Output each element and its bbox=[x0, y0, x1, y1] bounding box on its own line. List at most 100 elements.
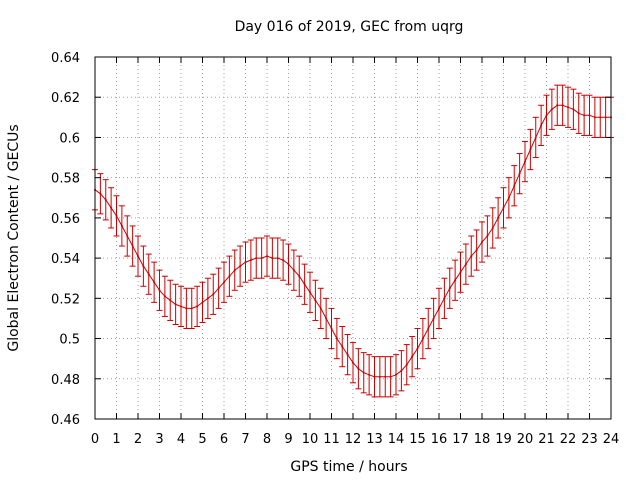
x-tick-label: 6 bbox=[220, 432, 228, 447]
x-axis-label: GPS time / hours bbox=[290, 459, 407, 475]
data-point bbox=[292, 269, 295, 272]
data-point bbox=[266, 255, 268, 258]
data-point bbox=[497, 216, 500, 219]
error-bar bbox=[479, 221, 485, 263]
x-tick-label: 24 bbox=[603, 432, 620, 447]
error-bar bbox=[505, 177, 512, 219]
error-bar bbox=[457, 251, 464, 293]
data-point bbox=[561, 104, 564, 107]
x-axis-ticks: 0 1 2 3 4 5 6 7 8 9 10 11 12 13 14 15 16 17 18 19 20 21 22 23 24 bbox=[91, 57, 619, 447]
data-point bbox=[567, 106, 569, 109]
data-point bbox=[126, 234, 129, 237]
data-point bbox=[298, 275, 301, 278]
x-tick-label: 7 bbox=[241, 432, 249, 447]
data-point bbox=[405, 363, 408, 366]
data-point bbox=[142, 265, 145, 268]
error-bar bbox=[317, 287, 324, 329]
error-bar bbox=[366, 354, 373, 396]
data-point bbox=[115, 214, 118, 217]
data-point bbox=[378, 375, 381, 378]
error-bar bbox=[113, 195, 120, 237]
error-bar bbox=[328, 307, 335, 350]
error-bar bbox=[538, 104, 545, 146]
data-point bbox=[443, 297, 446, 300]
error-bar bbox=[118, 205, 125, 247]
error-bar bbox=[172, 283, 179, 325]
error-bar bbox=[527, 128, 534, 171]
x-tick-label: 3 bbox=[155, 432, 163, 447]
data-point bbox=[196, 305, 199, 308]
error-bar bbox=[221, 261, 227, 303]
y-tick-label: 0.62 bbox=[51, 91, 80, 106]
error-bar bbox=[339, 325, 346, 368]
error-bar bbox=[591, 96, 598, 138]
error-bar bbox=[371, 356, 378, 398]
data-point bbox=[416, 347, 419, 350]
data-point bbox=[309, 291, 311, 294]
error-bar bbox=[145, 253, 152, 295]
data-point bbox=[491, 226, 494, 229]
y-tick-label: 0.52 bbox=[51, 292, 80, 307]
error-bar bbox=[430, 297, 437, 340]
error-bar bbox=[312, 279, 319, 321]
x-tick-label: 9 bbox=[284, 432, 292, 447]
y-tick-label: 0.58 bbox=[51, 172, 80, 187]
error-bar bbox=[231, 249, 238, 291]
data-point bbox=[389, 375, 392, 378]
data-point bbox=[421, 337, 424, 340]
data-point bbox=[357, 367, 360, 370]
data-point bbox=[319, 307, 322, 310]
chart-title: Day 016 of 2019, GEC from uqrg bbox=[235, 19, 464, 35]
data-point bbox=[233, 269, 236, 272]
data-point bbox=[190, 307, 193, 310]
error-bar bbox=[360, 352, 367, 394]
error-bar bbox=[484, 215, 491, 257]
data-point bbox=[174, 303, 177, 306]
data-point bbox=[588, 114, 591, 117]
error-bar bbox=[296, 255, 303, 297]
error-bar bbox=[124, 215, 131, 257]
x-tick-label: 18 bbox=[474, 432, 491, 447]
error-bar bbox=[500, 187, 507, 229]
error-bar bbox=[188, 287, 195, 329]
data-point bbox=[341, 345, 344, 348]
data-point bbox=[368, 373, 371, 376]
error-bar bbox=[258, 237, 265, 279]
error-bar bbox=[586, 94, 593, 136]
data-point bbox=[529, 148, 532, 151]
data-point bbox=[502, 206, 505, 209]
data-point bbox=[507, 196, 510, 199]
error-bar bbox=[495, 197, 502, 239]
data-point bbox=[411, 355, 414, 358]
data-point bbox=[432, 317, 435, 320]
x-tick-label: 13 bbox=[366, 432, 383, 447]
x-tick-label: 12 bbox=[345, 432, 362, 447]
data-point bbox=[153, 281, 156, 284]
data-point bbox=[271, 257, 274, 260]
error-bar bbox=[161, 275, 168, 317]
data-point bbox=[303, 283, 306, 286]
data-point bbox=[513, 184, 516, 187]
data-point bbox=[185, 307, 188, 310]
x-tick-label: 22 bbox=[560, 432, 577, 447]
error-bar bbox=[376, 356, 383, 398]
error-bar bbox=[204, 277, 211, 319]
data-point bbox=[104, 198, 107, 201]
error-bar bbox=[468, 235, 475, 277]
error-bar bbox=[178, 285, 184, 327]
x-tick-label: 1 bbox=[112, 432, 120, 447]
data-point bbox=[545, 114, 548, 117]
data-point bbox=[287, 263, 290, 266]
error-bar bbox=[393, 354, 399, 396]
data-point bbox=[577, 112, 580, 115]
error-bar bbox=[350, 342, 356, 384]
data-point bbox=[244, 261, 247, 264]
data-point bbox=[373, 375, 376, 378]
data-point bbox=[534, 136, 537, 139]
error-bar bbox=[129, 225, 136, 267]
data-point bbox=[459, 271, 462, 274]
error-bar bbox=[301, 263, 308, 305]
error-bar bbox=[264, 235, 270, 277]
error-bar bbox=[194, 285, 201, 327]
